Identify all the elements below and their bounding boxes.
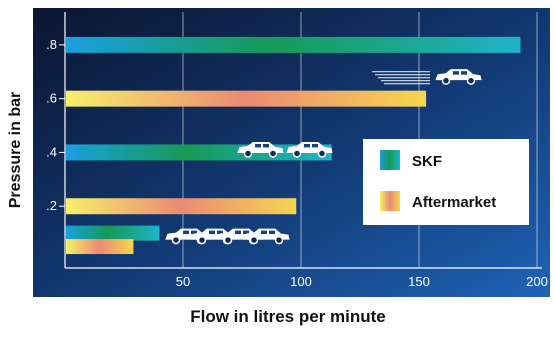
x-tick-label: 100 xyxy=(290,274,312,289)
axes xyxy=(59,12,542,269)
car-icon xyxy=(237,141,284,158)
y-tick-label: .6 xyxy=(46,91,57,106)
x-axis-label: Flow in litres per minute xyxy=(190,307,386,326)
x-tick-label: 150 xyxy=(408,274,430,289)
bar-aftermarket xyxy=(66,198,297,215)
y-axis-label: Pressure in bar xyxy=(7,92,24,209)
x-tick-label: 50 xyxy=(176,274,190,289)
car-speed-icon xyxy=(435,69,482,85)
y-tick-label: .2 xyxy=(46,198,57,213)
bars xyxy=(66,36,521,255)
y-tick-label: .4 xyxy=(46,144,57,159)
car-icon xyxy=(243,228,290,245)
tick-labels: 50 100 150 200 .2 .4 .6 .8 xyxy=(46,37,548,289)
legend-swatch-skf xyxy=(380,150,400,170)
car-annotations xyxy=(165,69,482,245)
legend: SKF Aftermarket xyxy=(363,139,529,225)
legend-swatch-aftermarket xyxy=(380,191,400,211)
bar-skf xyxy=(66,225,160,241)
car-icon xyxy=(286,141,333,158)
bar-aftermarket xyxy=(66,239,134,255)
bar-skf xyxy=(66,36,521,53)
legend-label-aftermarket: Aftermarket xyxy=(412,194,496,211)
y-tick-label: .8 xyxy=(46,37,57,52)
x-tick-label: 200 xyxy=(526,274,548,289)
bar-aftermarket xyxy=(66,90,427,107)
legend-label-skf: SKF xyxy=(412,153,442,170)
